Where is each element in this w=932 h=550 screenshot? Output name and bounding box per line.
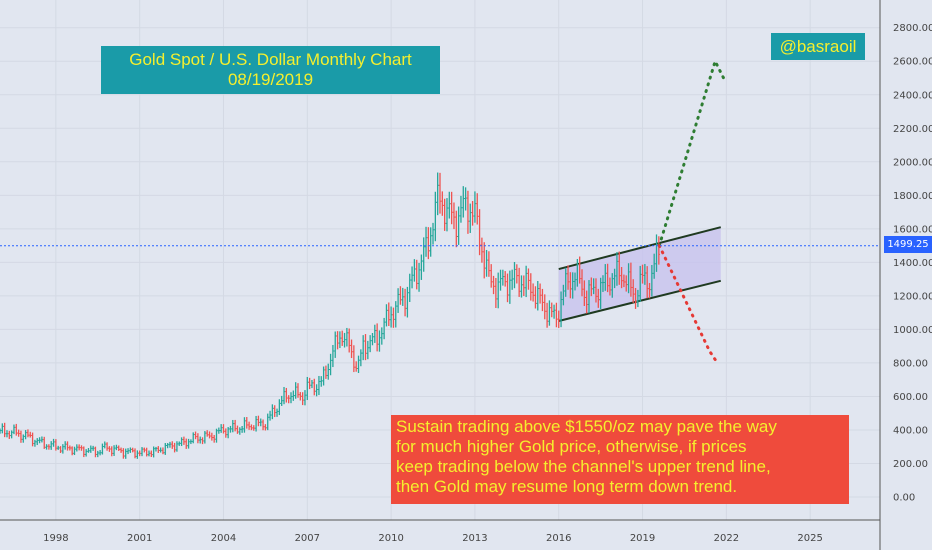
y-tick-label: 1800.00 [893,191,932,202]
channel-upper-line [558,226,722,271]
x-tick-label: 2025 [797,533,822,544]
x-tick-label: 1998 [43,533,68,544]
author-handle: @basraoil [771,33,865,60]
chart-title: Gold Spot / U.S. Dollar Monthly Chart [129,50,412,69]
x-tick-label: 2022 [714,533,739,544]
y-tick-label: 2000.00 [893,157,932,168]
y-tick-label: 2600.00 [893,57,932,68]
target-paths [657,57,726,362]
y-tick-label: 1600.00 [893,224,932,235]
y-tick-label: 2400.00 [893,90,932,101]
y-tick-label: 1200.00 [893,291,932,302]
x-tick-label: 2019 [630,533,655,544]
bullish-target-path [657,57,726,248]
current-price-tag: 1499.25 [884,236,932,253]
y-tick-label: 1400.00 [893,258,932,269]
x-tick-label: 2010 [378,533,403,544]
y-tick-label: 0.00 [893,493,915,504]
y-tick-label: 200.00 [893,459,928,470]
x-tick-label: 2013 [462,533,487,544]
y-tick-label: 2800.00 [893,23,932,34]
x-tick-label: 2004 [211,533,236,544]
y-tick-label: 1000.00 [893,325,932,336]
y-tick-label: 2200.00 [893,124,932,135]
y-tick-label: 600.00 [893,392,928,403]
x-tick-label: 2007 [295,533,320,544]
x-tick-label: 2016 [546,533,571,544]
y-tick-label: 400.00 [893,425,928,436]
price-bars [0,172,661,459]
chart-date: 08/19/2019 [227,70,314,89]
y-tick-label: 800.00 [893,358,928,369]
x-tick-label: 2001 [127,533,152,544]
chart-title-box: Gold Spot / U.S. Dollar Monthly Chart 08… [101,46,440,94]
analysis-note: Sustain trading above $1550/oz may pave … [391,415,849,504]
